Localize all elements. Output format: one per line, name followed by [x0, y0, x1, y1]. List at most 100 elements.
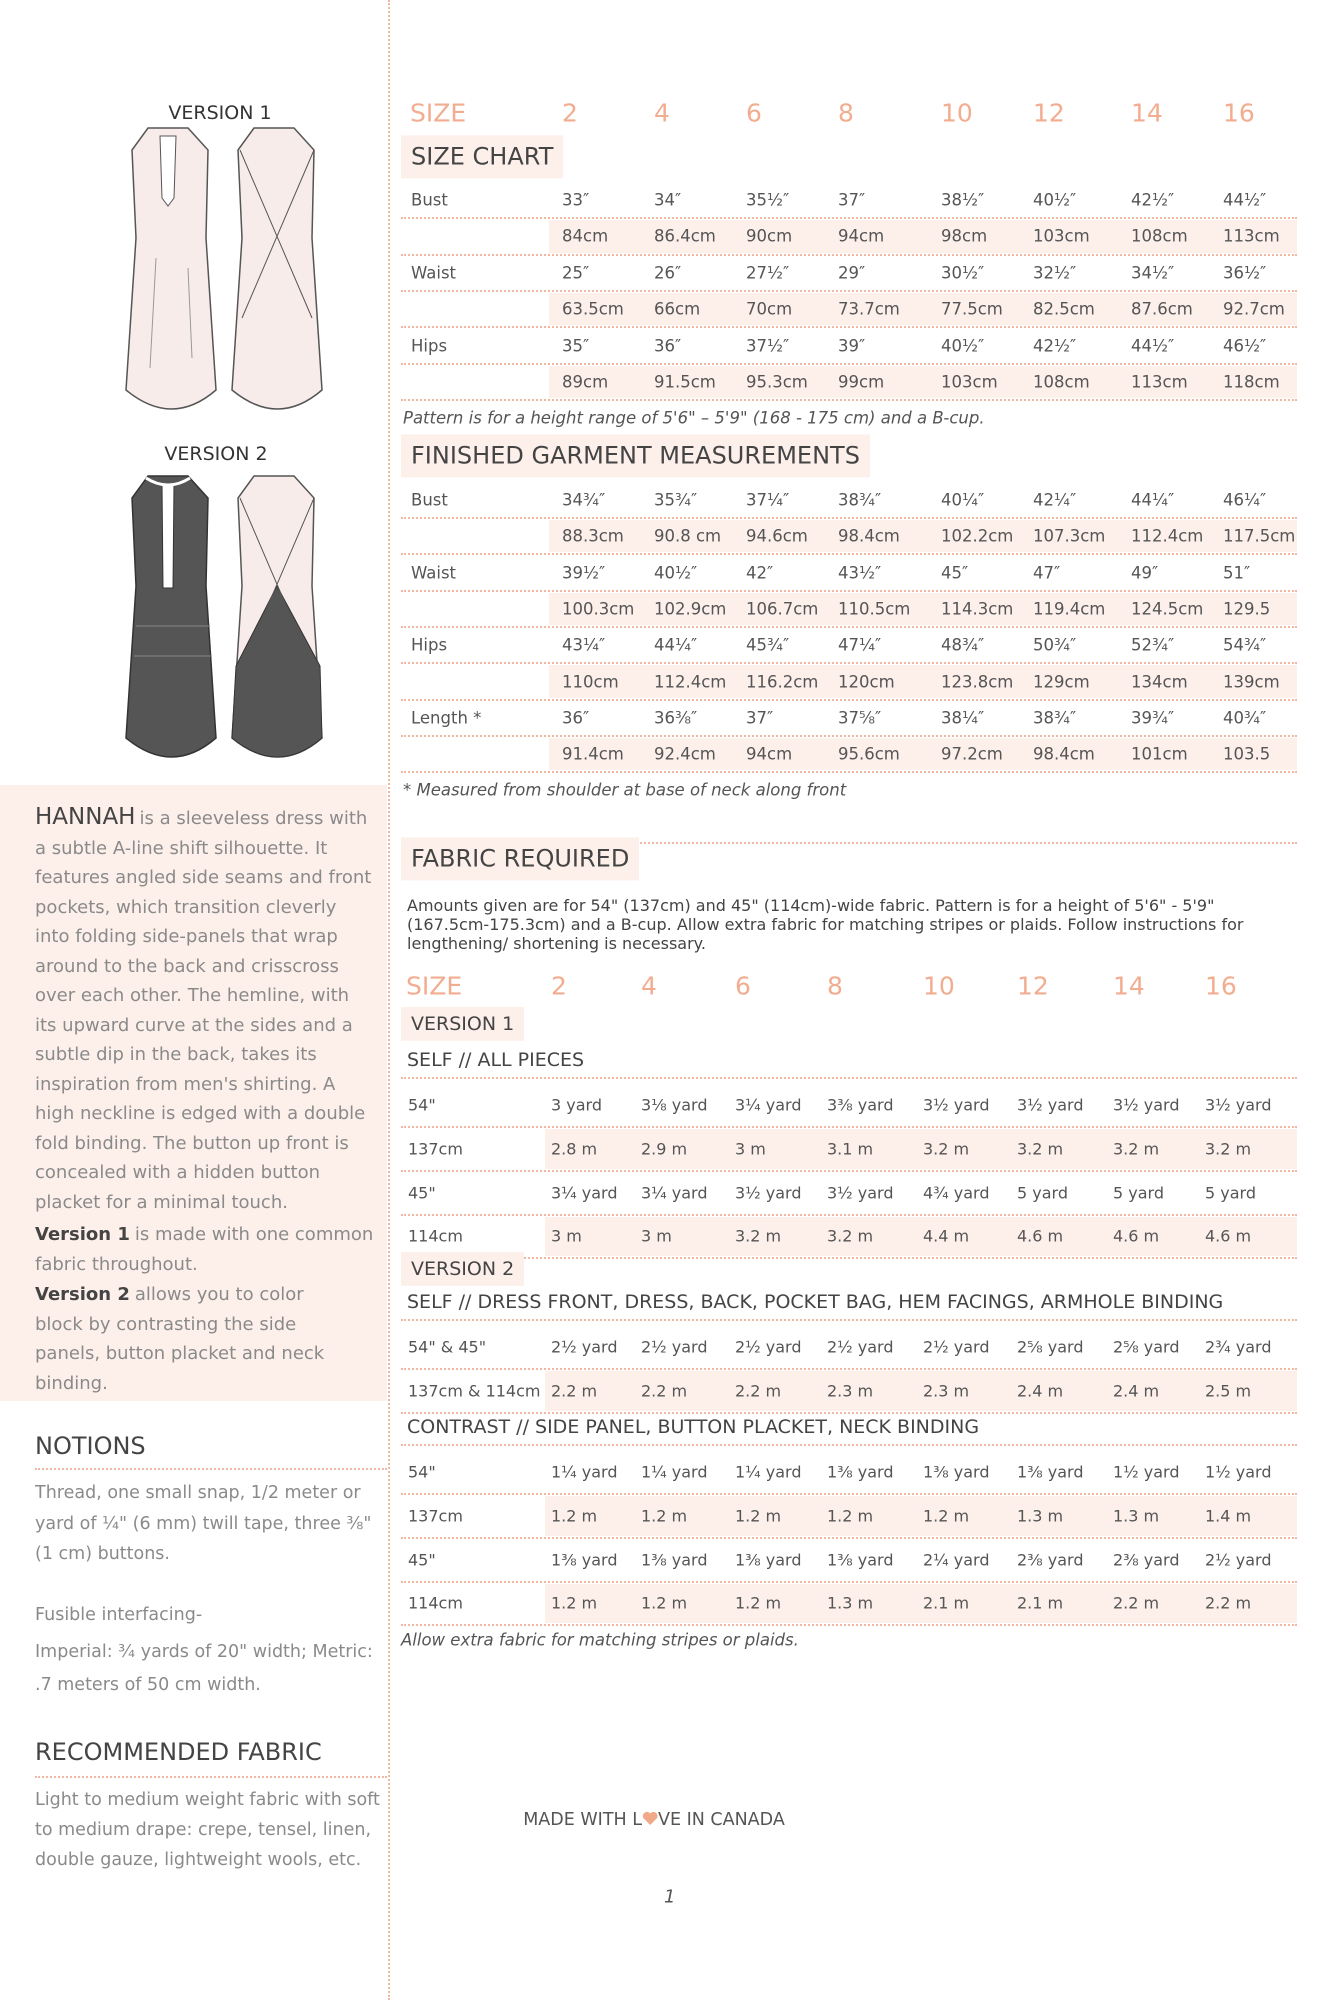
cell: 40½″ — [1033, 190, 1077, 210]
cell: 97.2cm — [941, 744, 1003, 764]
cell: 39¾″ — [1131, 708, 1175, 728]
cell: 33″ — [562, 190, 590, 210]
cell: 44¼″ — [654, 635, 698, 655]
size-value: 2 — [562, 98, 578, 128]
cell: 117.5cm — [1223, 526, 1296, 546]
cell: 3½ yard — [923, 1095, 990, 1115]
cell: 3½ yard — [1113, 1095, 1180, 1115]
cell: 102.9cm — [654, 599, 727, 619]
cell: 3 yard — [551, 1095, 602, 1115]
cell: 40½″ — [654, 563, 698, 583]
cell: 40¼″ — [941, 490, 985, 510]
row-highlight — [549, 220, 1297, 253]
cell: 89cm — [562, 372, 609, 392]
cell: 37½″ — [746, 336, 790, 356]
row-divider — [401, 771, 1297, 774]
version-label: VERSION 1 — [168, 102, 272, 124]
cell: 88.3cm — [562, 526, 624, 546]
divider — [35, 1776, 387, 1778]
cell: 3.2 m — [1205, 1139, 1252, 1159]
cell: 110cm — [562, 672, 619, 691]
cell: 34½″ — [1131, 263, 1175, 283]
cell: 129cm — [1033, 672, 1090, 691]
row-divider — [401, 399, 1297, 402]
row-label: 45" — [408, 1550, 436, 1570]
cell: 29″ — [838, 263, 866, 283]
cell: 2¾ yard — [1205, 1337, 1272, 1357]
row-label: 45" — [408, 1183, 436, 1203]
cell: 2.1 m — [923, 1593, 970, 1613]
cell: 3.2 m — [1017, 1139, 1064, 1159]
cell: 3½ yard — [1017, 1095, 1084, 1115]
row-divider — [401, 553, 1297, 556]
cell: 36″ — [654, 336, 682, 356]
divider — [35, 1468, 387, 1470]
row-divider — [401, 1077, 1297, 1079]
version-note-text: is made with one common fabric throughou… — [35, 1224, 374, 1275]
cell: 38½″ — [941, 190, 985, 210]
cell: 44½″ — [1131, 336, 1175, 356]
cell: 116.2cm — [746, 672, 819, 691]
row-highlight — [549, 665, 1297, 698]
cell: 3⅜ yard — [827, 1095, 894, 1115]
cell: 39½″ — [562, 563, 606, 583]
row-divider — [401, 1492, 1297, 1495]
cell: 46½″ — [1223, 336, 1267, 356]
cell: 2.1 m — [1017, 1593, 1064, 1613]
cell: 4.6 m — [1113, 1226, 1160, 1246]
cell: 47¼″ — [838, 635, 882, 655]
cell: 2.4 m — [1113, 1381, 1160, 1401]
version-label: VERSION 2 — [164, 443, 268, 465]
cell: 1.2 m — [551, 1506, 598, 1526]
made-with-text: VE IN CANADA — [657, 1810, 785, 1830]
description-text: is a sleeveless dress with a subtle A-li… — [35, 808, 372, 1213]
cell: 2.5 m — [1205, 1381, 1252, 1401]
cell: 2.3 m — [923, 1381, 970, 1401]
cell: 102.2cm — [941, 526, 1014, 546]
cell: 4.6 m — [1017, 1226, 1064, 1246]
cell: 1½ yard — [1205, 1462, 1272, 1482]
cell: 113cm — [1131, 372, 1188, 392]
cell: 124.5cm — [1131, 599, 1204, 619]
cell: 100.3cm — [562, 599, 635, 619]
cell: 90.8 cm — [654, 526, 722, 546]
cell: 2⅜ yard — [1113, 1550, 1180, 1570]
row-label: 137cm — [408, 1139, 463, 1159]
cell: 27½″ — [746, 263, 790, 283]
cell: 3.2 m — [735, 1226, 782, 1246]
v1-back — [231, 127, 323, 410]
cell: 2½ yard — [551, 1337, 618, 1357]
cell: 43¼″ — [562, 635, 606, 655]
cell: 103.5 — [1223, 744, 1271, 764]
cell: 94cm — [746, 744, 793, 764]
cell: 113cm — [1223, 226, 1280, 246]
size-value: 12 — [1017, 971, 1049, 1001]
size-value: 10 — [941, 98, 973, 128]
cell: 3½ yard — [735, 1183, 802, 1203]
cell: 119.4cm — [1033, 599, 1106, 619]
size-value: 14 — [1113, 971, 1145, 1001]
cell: 3 m — [735, 1139, 766, 1159]
cell: 3 m — [551, 1226, 582, 1246]
cell: 49″ — [1131, 563, 1159, 583]
cell: 2¼ yard — [923, 1550, 990, 1570]
cell: 40½″ — [941, 336, 985, 356]
cell: 91.4cm — [562, 744, 624, 764]
cell: 3 m — [641, 1226, 672, 1246]
cell: 2.3 m — [827, 1381, 874, 1401]
row-divider — [401, 1257, 1297, 1260]
cell: 2.9 m — [641, 1139, 688, 1159]
cell: 2½ yard — [827, 1337, 894, 1357]
row-label: Waist — [411, 263, 457, 283]
cell: 1.2 m — [923, 1506, 970, 1526]
cell: 2.2 m — [735, 1381, 782, 1401]
cell: 1½ yard — [1113, 1462, 1180, 1482]
row-divider — [401, 698, 1297, 701]
cell: 2½ yard — [735, 1337, 802, 1357]
cell: 1⅜ yard — [827, 1550, 894, 1570]
cell: 26″ — [654, 263, 682, 283]
cell: 1.2 m — [641, 1506, 688, 1526]
